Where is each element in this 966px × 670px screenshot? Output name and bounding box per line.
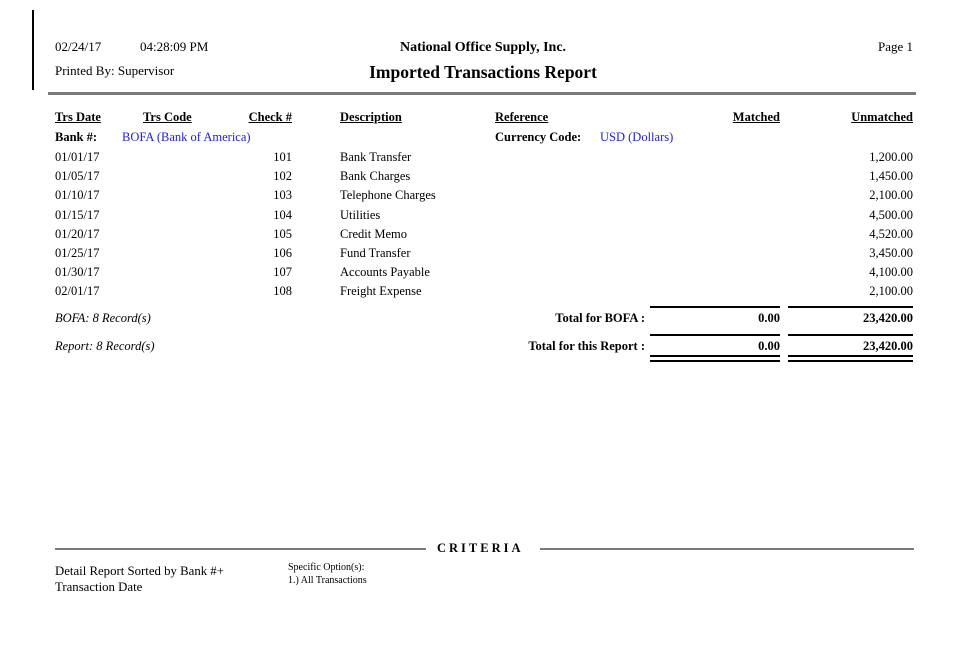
report-total-matched: 0.00 bbox=[650, 334, 780, 354]
left-margin-mark bbox=[32, 10, 34, 90]
table-row: 01/05/17 102 Bank Charges 1,450.00 bbox=[0, 167, 966, 186]
unmatched-cell: 4,520.00 bbox=[869, 226, 913, 241]
header-rule bbox=[48, 92, 916, 95]
col-check-no: Check # bbox=[248, 110, 292, 124]
sort-description: Detail Report Sorted by Bank #+ Transact… bbox=[55, 564, 224, 595]
bank-total-unmatched: 23,420.00 bbox=[788, 306, 913, 326]
options-label: Specific Option(s): bbox=[288, 562, 365, 573]
bank-info-row: Bank #: BOFA (Bank of America) Currency … bbox=[0, 130, 966, 148]
check-no-cell: 105 bbox=[273, 226, 292, 241]
description-cell: Bank Charges bbox=[340, 169, 411, 184]
printed-by: Printed By: Supervisor bbox=[55, 63, 175, 78]
table-row: 01/20/17 105 Credit Memo 4,520.00 bbox=[0, 225, 966, 244]
description-cell: Credit Memo bbox=[340, 226, 408, 241]
criteria-rule-right bbox=[540, 548, 914, 550]
table-row: 01/10/17 103 Telephone Charges 2,100.00 bbox=[0, 186, 966, 205]
unmatched-cell: 1,200.00 bbox=[869, 150, 913, 164]
description-cell: Bank Transfer bbox=[340, 150, 412, 164]
col-description: Description bbox=[340, 110, 402, 124]
col-trs-code: Trs Code bbox=[143, 110, 192, 124]
description-cell: Telephone Charges bbox=[340, 188, 436, 203]
trs-date-cell: 01/15/17 bbox=[55, 207, 100, 222]
unmatched-cell: 2,100.00 bbox=[869, 188, 913, 203]
table-row: 02/01/17 108 Freight Expense 2,100.00 bbox=[0, 282, 966, 301]
description-cell: Accounts Payable bbox=[340, 265, 430, 280]
trs-date-cell: 02/01/17 bbox=[55, 284, 100, 299]
table-row: 01/25/17 106 Fund Transfer 3,450.00 bbox=[0, 244, 966, 263]
unmatched-cell: 2,100.00 bbox=[869, 284, 913, 299]
criteria-heading: CRITERIA bbox=[437, 541, 524, 555]
unmatched-cell: 4,500.00 bbox=[869, 207, 913, 222]
transactions-body: 01/01/17 101 Bank Transfer 1,200.00 01/0… bbox=[0, 148, 966, 302]
bank-total-row: BOFA: 8 Record(s) Total for BOFA : 0.00 … bbox=[0, 306, 966, 330]
check-no-cell: 108 bbox=[273, 284, 292, 299]
sort-line-2: Transaction Date bbox=[55, 579, 143, 594]
report-record-count: Report: 8 Record(s) bbox=[55, 339, 155, 353]
specific-options: Specific Option(s): 1.) All Transactions bbox=[288, 562, 367, 587]
check-no-cell: 107 bbox=[273, 265, 292, 280]
criteria-rule-left bbox=[55, 548, 426, 550]
table-row: 01/15/17 104 Utilities 4,500.00 bbox=[0, 206, 966, 225]
matched-double-rule bbox=[650, 355, 780, 362]
trs-date-cell: 01/30/17 bbox=[55, 265, 100, 280]
col-reference: Reference bbox=[495, 110, 549, 124]
column-header-row: Trs Date Trs Code Check # Description Re… bbox=[0, 110, 966, 128]
unmatched-cell: 1,450.00 bbox=[869, 169, 913, 184]
report-total-label: Total for this Report : bbox=[528, 339, 645, 353]
trs-date-cell: 01/20/17 bbox=[55, 226, 100, 241]
description-cell: Freight Expense bbox=[340, 284, 422, 299]
unmatched-double-rule bbox=[788, 355, 913, 362]
trs-date-cell: 01/05/17 bbox=[55, 169, 100, 184]
col-matched: Matched bbox=[732, 110, 780, 124]
check-no-cell: 106 bbox=[273, 245, 292, 260]
check-no-cell: 103 bbox=[273, 188, 292, 203]
trs-date-cell: 01/25/17 bbox=[55, 245, 100, 260]
currency-value-link[interactable]: USD (Dollars) bbox=[600, 130, 674, 144]
sort-line-1: Detail Report Sorted by Bank #+ bbox=[55, 564, 224, 578]
trs-date-cell: 01/10/17 bbox=[55, 188, 100, 203]
bank-label: Bank #: bbox=[55, 130, 98, 144]
check-no-cell: 104 bbox=[273, 207, 292, 222]
report-total-unmatched: 23,420.00 bbox=[788, 334, 913, 354]
bank-total-label: Total for BOFA : bbox=[555, 311, 645, 325]
table-row: 01/01/17 101 Bank Transfer 1,200.00 bbox=[0, 148, 966, 167]
description-cell: Fund Transfer bbox=[340, 245, 411, 260]
bank-record-count: BOFA: 8 Record(s) bbox=[55, 311, 151, 325]
check-no-cell: 101 bbox=[273, 150, 292, 164]
company-name: National Office Supply, Inc. bbox=[399, 40, 567, 55]
unmatched-cell: 3,450.00 bbox=[869, 245, 913, 260]
page-number: Page 1 bbox=[877, 39, 913, 54]
unmatched-cell: 4,100.00 bbox=[869, 265, 913, 280]
report-title: Imported Transactions Report bbox=[369, 62, 597, 82]
col-unmatched: Unmatched bbox=[851, 110, 913, 124]
bank-total-matched: 0.00 bbox=[650, 306, 780, 326]
trs-date-cell: 01/01/17 bbox=[55, 150, 100, 164]
bank-value-link[interactable]: BOFA (Bank of America) bbox=[122, 130, 251, 144]
report-total-row: Report: 8 Record(s) Total for this Repor… bbox=[0, 334, 966, 358]
table-row: 01/30/17 107 Accounts Payable 4,100.00 bbox=[0, 263, 966, 282]
col-trs-date: Trs Date bbox=[55, 110, 101, 124]
print-date: 02/24/17 bbox=[55, 39, 102, 54]
currency-label: Currency Code: bbox=[495, 130, 582, 144]
print-time: 04:28:09 PM bbox=[140, 39, 209, 54]
check-no-cell: 102 bbox=[273, 169, 292, 184]
options-value: 1.) All Transactions bbox=[288, 574, 367, 586]
description-cell: Utilities bbox=[340, 207, 381, 222]
